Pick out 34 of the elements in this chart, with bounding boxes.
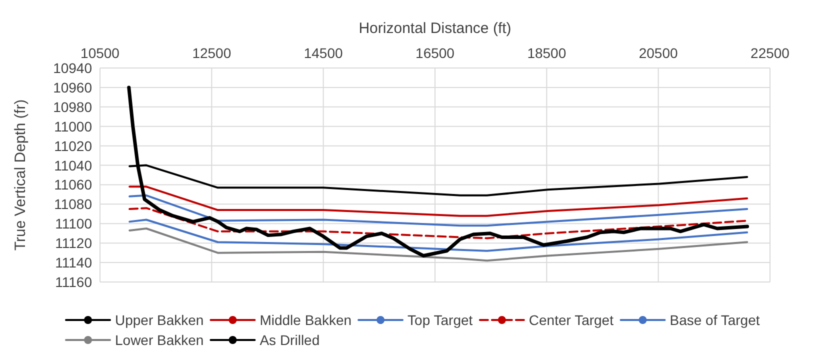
x-axis-title: Horizontal Distance (ft) [358,20,512,37]
y-tick-label: 10960 [53,79,92,96]
y-tick-label: 10940 [53,60,92,76]
legend-label: Top Target [408,312,473,328]
line-series [128,194,748,227]
line-series [128,186,748,217]
x-tick-label: 14500 [304,45,344,61]
y-tick-label: 11020 [54,138,92,154]
y-tick-label: 11100 [55,216,92,232]
x-tick-label: 16500 [416,45,455,61]
x-tick-label: 20500 [638,45,678,61]
legend-label: Upper Bakken [115,312,204,328]
y-tick-label: 11140 [55,254,92,271]
y-tick-label: 11000 [54,118,92,134]
x-tick-label: 10500 [80,45,120,61]
y-tick-label: 10980 [53,98,92,115]
y-tick-label: 11120 [55,235,92,252]
line-series [128,218,748,252]
y-axis-title: True Vertical Depth (fr) [12,99,29,251]
legend-label: Lower Bakken [115,332,204,348]
line-series [128,207,748,240]
y-tick-label: 11160 [55,274,92,290]
x-tick-label: 12500 [192,45,232,61]
legend-label: Base of Target [670,312,760,328]
line-series [127,86,750,258]
legend-label: As Drilled [260,332,320,348]
y-tick-label: 11040 [54,157,92,174]
line-series [128,228,748,262]
y-tick-label: 11060 [54,176,92,193]
legend-label: Center Target [528,312,614,328]
legend-label: Middle Bakken [260,312,352,328]
x-tick-label: 18500 [527,45,566,61]
y-tick-label: 11080 [54,196,92,212]
x-tick-label: 22500 [750,45,790,61]
